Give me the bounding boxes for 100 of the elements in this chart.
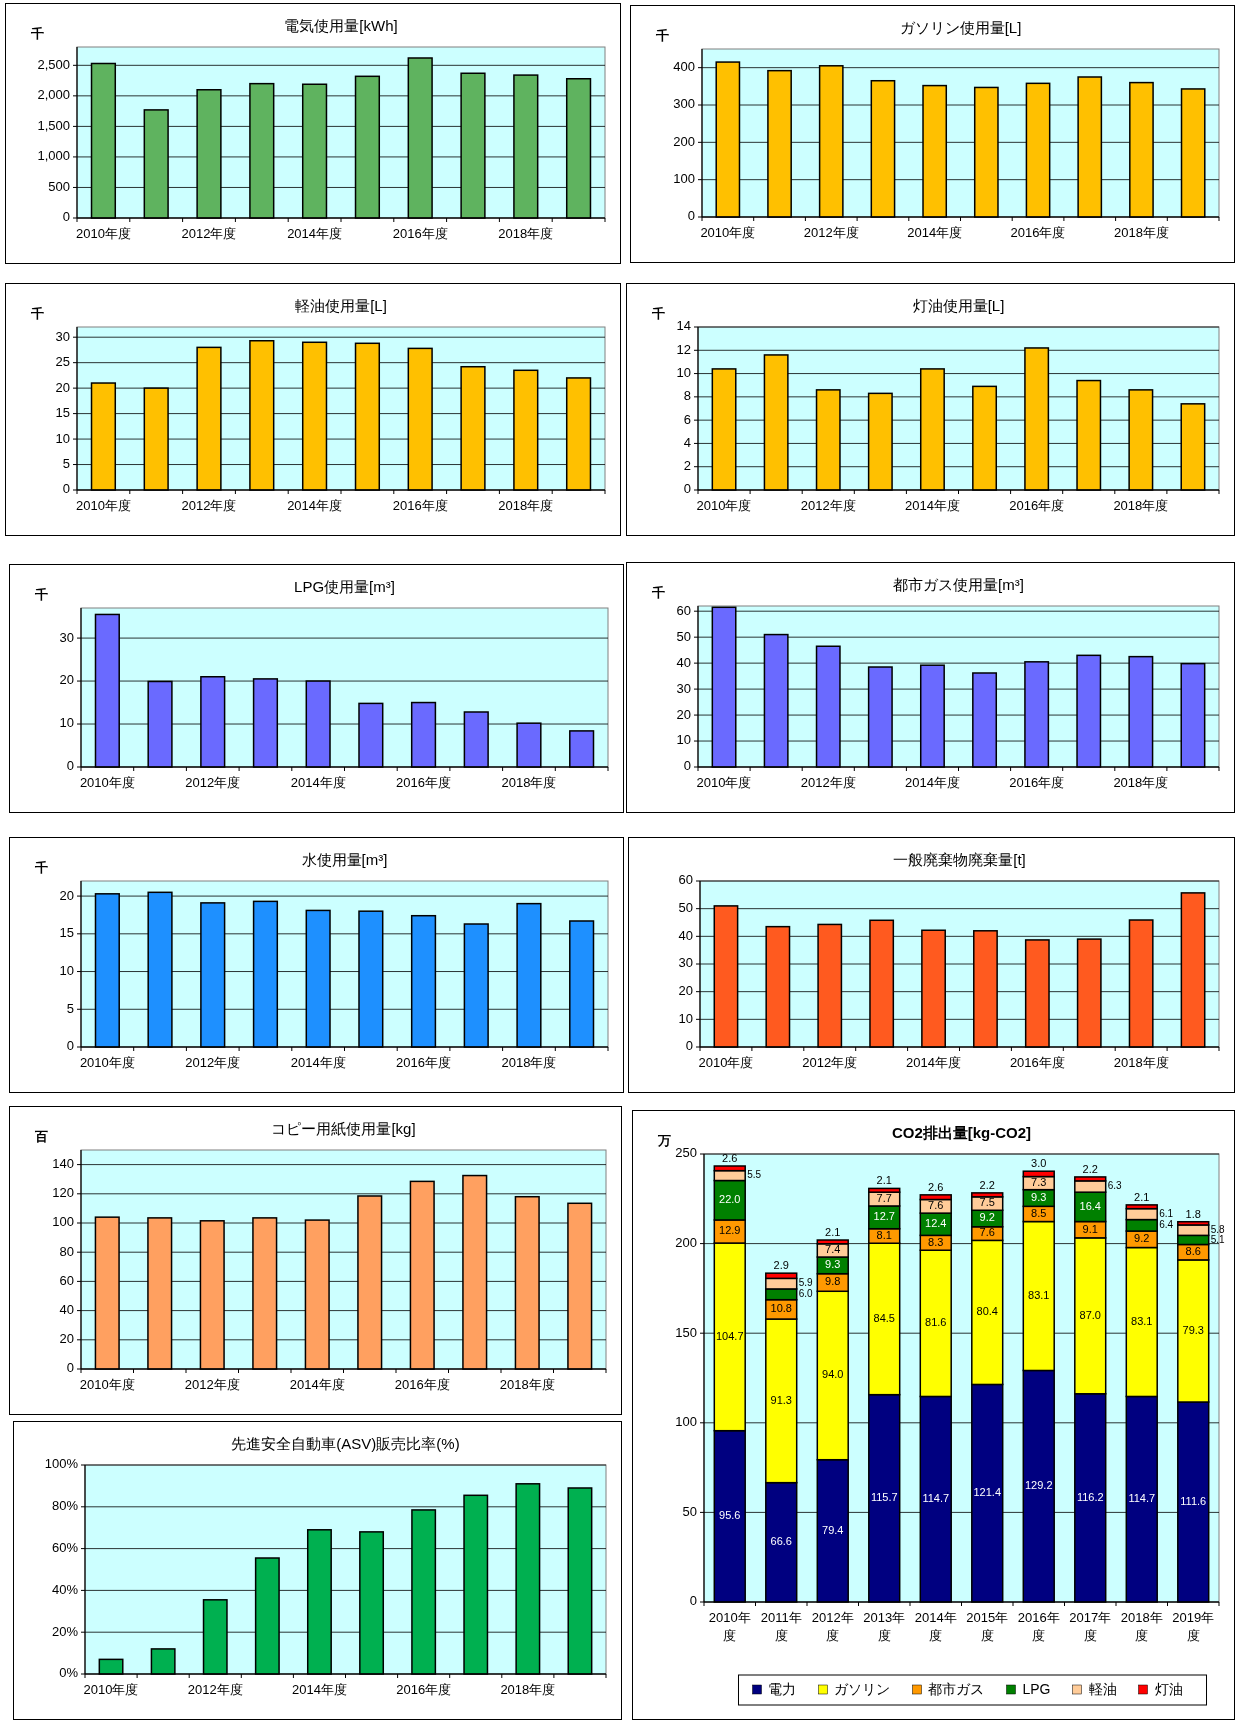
y-tick-label: 1,000	[37, 148, 70, 164]
y-tick-label: 120	[52, 1185, 74, 1201]
data-label: 2.2	[1082, 1162, 1098, 1175]
data-label: 6.4	[1159, 1218, 1174, 1230]
y-tick-label: 80	[59, 1243, 74, 1259]
y-tick-label: 2,500	[37, 56, 70, 72]
y-tick-label: 0	[62, 209, 70, 225]
y-tick-label: 20	[676, 706, 691, 722]
data-label: 114.7	[1128, 1492, 1156, 1505]
data-label: 66.6	[770, 1535, 792, 1548]
y-tick-label: 200	[675, 1235, 697, 1251]
y-axis-title: 千	[650, 585, 665, 601]
data-label: 9.1	[1082, 1222, 1098, 1235]
y-tick-label: 30	[678, 955, 693, 971]
x-tick-label: 2018年度	[499, 1377, 555, 1393]
x-tick-label: 2018年度	[500, 1682, 556, 1698]
data-label: 12.4	[925, 1217, 947, 1230]
x-tick-label: 2016年度	[1010, 225, 1066, 241]
y-tick-label: 30	[55, 328, 70, 344]
y-axis-title: 千	[33, 587, 48, 603]
y-tick-label: 5	[66, 1000, 74, 1016]
data-label: 7.4	[825, 1243, 841, 1256]
data-label: 91.3	[770, 1393, 792, 1406]
data-label: 2.1	[825, 1225, 841, 1238]
y-tick-label: 10	[59, 962, 74, 978]
data-label: 81.6	[925, 1316, 947, 1329]
y-tick-label: 2,000	[37, 87, 70, 103]
y-tick-label: 500	[48, 178, 70, 194]
x-tick-label: 2012年度	[811, 1610, 854, 1644]
data-label: 5.5	[747, 1169, 762, 1181]
data-label: 3.0	[1031, 1157, 1047, 1170]
x-tick-label: 2014年度	[289, 1377, 345, 1393]
x-tick-label: 2014年度	[287, 226, 343, 242]
data-label: 7.7	[876, 1191, 892, 1204]
y-tick-label: 20%	[51, 1623, 79, 1639]
x-tick-label: 2018年度	[1113, 1055, 1169, 1071]
legend-label: 軽油	[1088, 1680, 1117, 1697]
data-label: 8.1	[876, 1228, 892, 1241]
data-label: 114.7	[922, 1492, 950, 1505]
x-tick-label: 2017年度	[1069, 1610, 1112, 1644]
legend-label: ガソリン	[834, 1680, 891, 1697]
data-label: 16.4	[1079, 1199, 1101, 1212]
chart-title: コピー用紙使用量[kg]	[271, 1119, 416, 1137]
data-label: 84.5	[873, 1311, 895, 1324]
chart-title: 灯油使用量[L]	[912, 296, 1005, 314]
y-axis-title: 千	[654, 28, 669, 44]
x-tick-label: 2014年度	[914, 1610, 957, 1644]
x-tick-label: 2012年度	[800, 775, 856, 791]
y-tick-label: 0%	[59, 1665, 79, 1681]
x-tick-label: 2010年度	[75, 498, 131, 514]
y-tick-label: 12	[676, 341, 691, 357]
x-tick-label: 2012年度	[185, 775, 241, 791]
data-label: 111.6	[1180, 1494, 1207, 1507]
y-tick-label: 100	[673, 171, 695, 187]
y-tick-label: 0	[62, 481, 70, 497]
data-label: 5.9	[798, 1277, 814, 1289]
y-tick-label: 50	[676, 628, 691, 644]
y-tick-label: 60%	[51, 1540, 79, 1556]
y-tick-label: 20	[55, 379, 70, 395]
data-label: 7.6	[928, 1199, 944, 1212]
chart-title: LPG使用量[m³]	[294, 577, 395, 595]
data-label: 9.2	[1134, 1232, 1150, 1245]
data-label: 2.1	[1134, 1190, 1150, 1203]
data-label: 2.2	[979, 1178, 995, 1191]
y-tick-label: 100%	[44, 1456, 79, 1472]
x-tick-label: 2018年度	[501, 775, 557, 791]
x-tick-label: 2012年度	[802, 1055, 858, 1071]
y-tick-label: 40	[676, 654, 691, 670]
y-axis-title: 千	[650, 306, 665, 322]
x-tick-label: 2016年度	[392, 498, 448, 514]
data-label: 5.8	[1210, 1223, 1226, 1235]
x-tick-label: 2016年度	[396, 1055, 452, 1071]
x-tick-label: 2014年度	[904, 498, 960, 514]
y-tick-label: 10	[678, 1010, 693, 1026]
y-tick-label: 60	[676, 602, 691, 618]
x-tick-label: 2016年度	[396, 1682, 452, 1698]
y-tick-label: 20	[59, 672, 74, 688]
y-tick-label: 25	[55, 354, 70, 370]
x-tick-label: 2016年度	[396, 775, 452, 791]
x-tick-label: 2012年度	[181, 498, 237, 514]
y-tick-label: 4	[683, 434, 691, 450]
y-axis-title: 千	[29, 26, 44, 42]
x-tick-label: 2014年度	[906, 1055, 962, 1071]
x-tick-label: 2016年度	[394, 1377, 450, 1393]
y-tick-label: 20	[678, 983, 693, 999]
y-tick-label: 30	[59, 629, 74, 645]
data-label: 6.3	[1107, 1180, 1123, 1192]
x-tick-label: 2012年度	[187, 1682, 243, 1698]
x-tick-label: 2014年度	[290, 775, 346, 791]
y-tick-label: 400	[673, 59, 695, 75]
y-tick-label: 10	[676, 365, 691, 381]
data-label: 83.1	[1028, 1288, 1050, 1301]
y-tick-label: 10	[55, 430, 70, 446]
x-tick-label: 2012年度	[800, 498, 856, 514]
x-tick-label: 2014年度	[287, 498, 343, 514]
x-tick-label: 2012年度	[185, 1055, 241, 1071]
x-tick-label: 2010年度	[83, 1682, 139, 1698]
x-tick-label: 2016年度	[1009, 1055, 1065, 1071]
y-tick-label: 200	[673, 133, 695, 149]
x-tick-label: 2016年度	[392, 226, 448, 242]
